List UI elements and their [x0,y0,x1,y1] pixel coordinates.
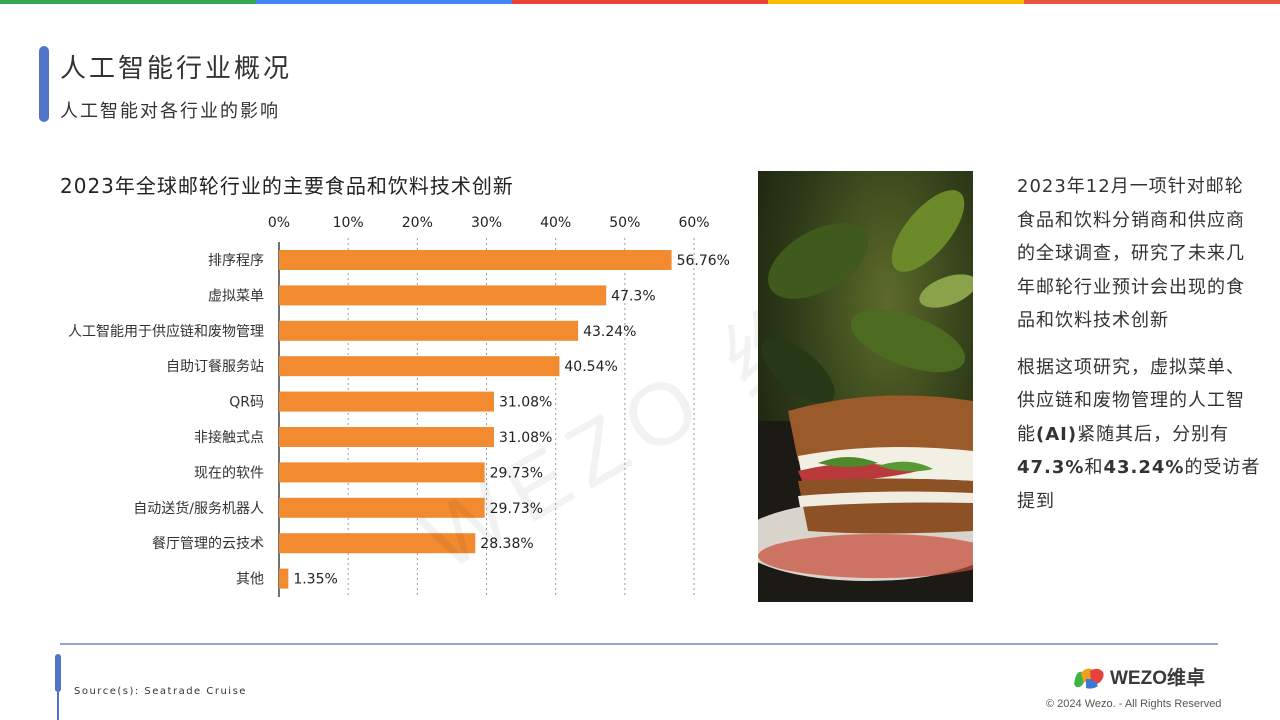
value-label: 31.08% [499,430,552,446]
logo-mark-icon [1074,668,1104,689]
value-label: 43.24% [583,324,636,340]
sandwich-image [758,171,973,602]
category-label: 其他 [236,572,264,588]
page-subtitle: 人工智能对各行业的影响 [60,101,280,122]
bar [279,320,579,341]
sandwich-photo [758,171,973,602]
value-label: 1.35% [293,572,337,588]
bar [279,391,494,412]
category-label: 人工智能用于供应链和废物管理 [68,323,264,340]
category-label: 餐厅管理的云技术 [152,536,264,552]
logo-text: WEZO维卓 [1110,668,1205,689]
value-label: 29.73% [490,501,543,517]
x-tick-label: 20% [402,215,433,231]
value-label: 29.73% [490,465,543,481]
chart-title: 2023年全球邮轮行业的主要食品和饮料技术创新 [60,174,514,198]
x-tick-label: 10% [333,215,364,231]
description-pct-highlight: 43.24% [1103,457,1185,478]
category-label: 自动送货/服务机器人 [133,500,264,517]
description-text: 根据这项研究，虚拟菜单、供应链和废物管理的人工智能 [1017,356,1245,445]
category-label: 现在的软件 [194,465,264,481]
x-tick-label: 0% [268,215,290,231]
bar [279,250,672,270]
source-note: Source(s): Seatrade Cruise [74,686,247,697]
x-tick-label: 60% [678,215,709,231]
description-pct-highlight: 47.3% [1017,457,1085,478]
page-title: 人工智能行业概况 [60,54,293,84]
description-paragraph-1: 2023年12月一项针对邮轮食品和饮料分销商和供应商的全球调查，研究了未来几年邮… [1017,176,1245,331]
x-tick-label: 50% [609,215,640,231]
top-bar-segment-green [0,0,256,4]
bar [279,427,494,447]
x-tick-label: 30% [471,215,502,231]
source-accent-tick [55,654,61,692]
category-label: 非接触式点 [194,429,264,446]
category-label: 虚拟菜单 [208,288,264,304]
description-panel: 2023年12月一项针对邮轮食品和饮料分销商和供应商的全球调查，研究了未来几年邮… [1017,170,1262,531]
category-label: 自助订餐服务站 [166,359,264,375]
description-text: 的受访者提到 [1017,457,1261,512]
bar [279,285,607,306]
brand-logo: WEZO维卓 [1072,663,1205,690]
top-bar-segment-yellow [768,0,1024,4]
bar [279,533,476,554]
bar [279,568,289,589]
top-bar-segment-orange [1024,0,1280,4]
copyright: © 2024 Wezo. - All Rights Reserved [1046,698,1222,710]
bar [279,462,485,483]
footer-divider [60,643,1218,645]
value-label: 40.54% [564,359,617,375]
top-bar-segment-blue [256,0,512,4]
category-label: 排序程序 [208,253,264,269]
source-accent-line [57,690,59,720]
description-ai-highlight: (AI) [1036,423,1078,445]
value-label: 47.3% [611,288,655,304]
bar [279,497,485,518]
description-paragraph-2: 根据这项研究，虚拟菜单、供应链和废物管理的人工智能(AI)紧随其后，分别有 47.… [1017,351,1262,519]
value-label: 56.76% [677,253,730,269]
top-bar-segment-red [512,0,768,4]
value-label: 31.08% [499,395,552,411]
title-accent-bar [39,46,49,122]
description-text: 和 [1084,457,1104,478]
bar-chart: 0% 10% 20% 30% 40% 50% 60% 排序程序 56.76% 虚拟菜单 47.3% 人… [68,215,730,597]
description-text: 紧随其后，分别有 [1077,423,1230,445]
bar [279,356,560,377]
top-color-bar [0,0,1280,4]
x-tick-label: 40% [540,215,571,231]
value-label: 28.38% [480,536,533,552]
category-label: QR码 [229,395,264,411]
